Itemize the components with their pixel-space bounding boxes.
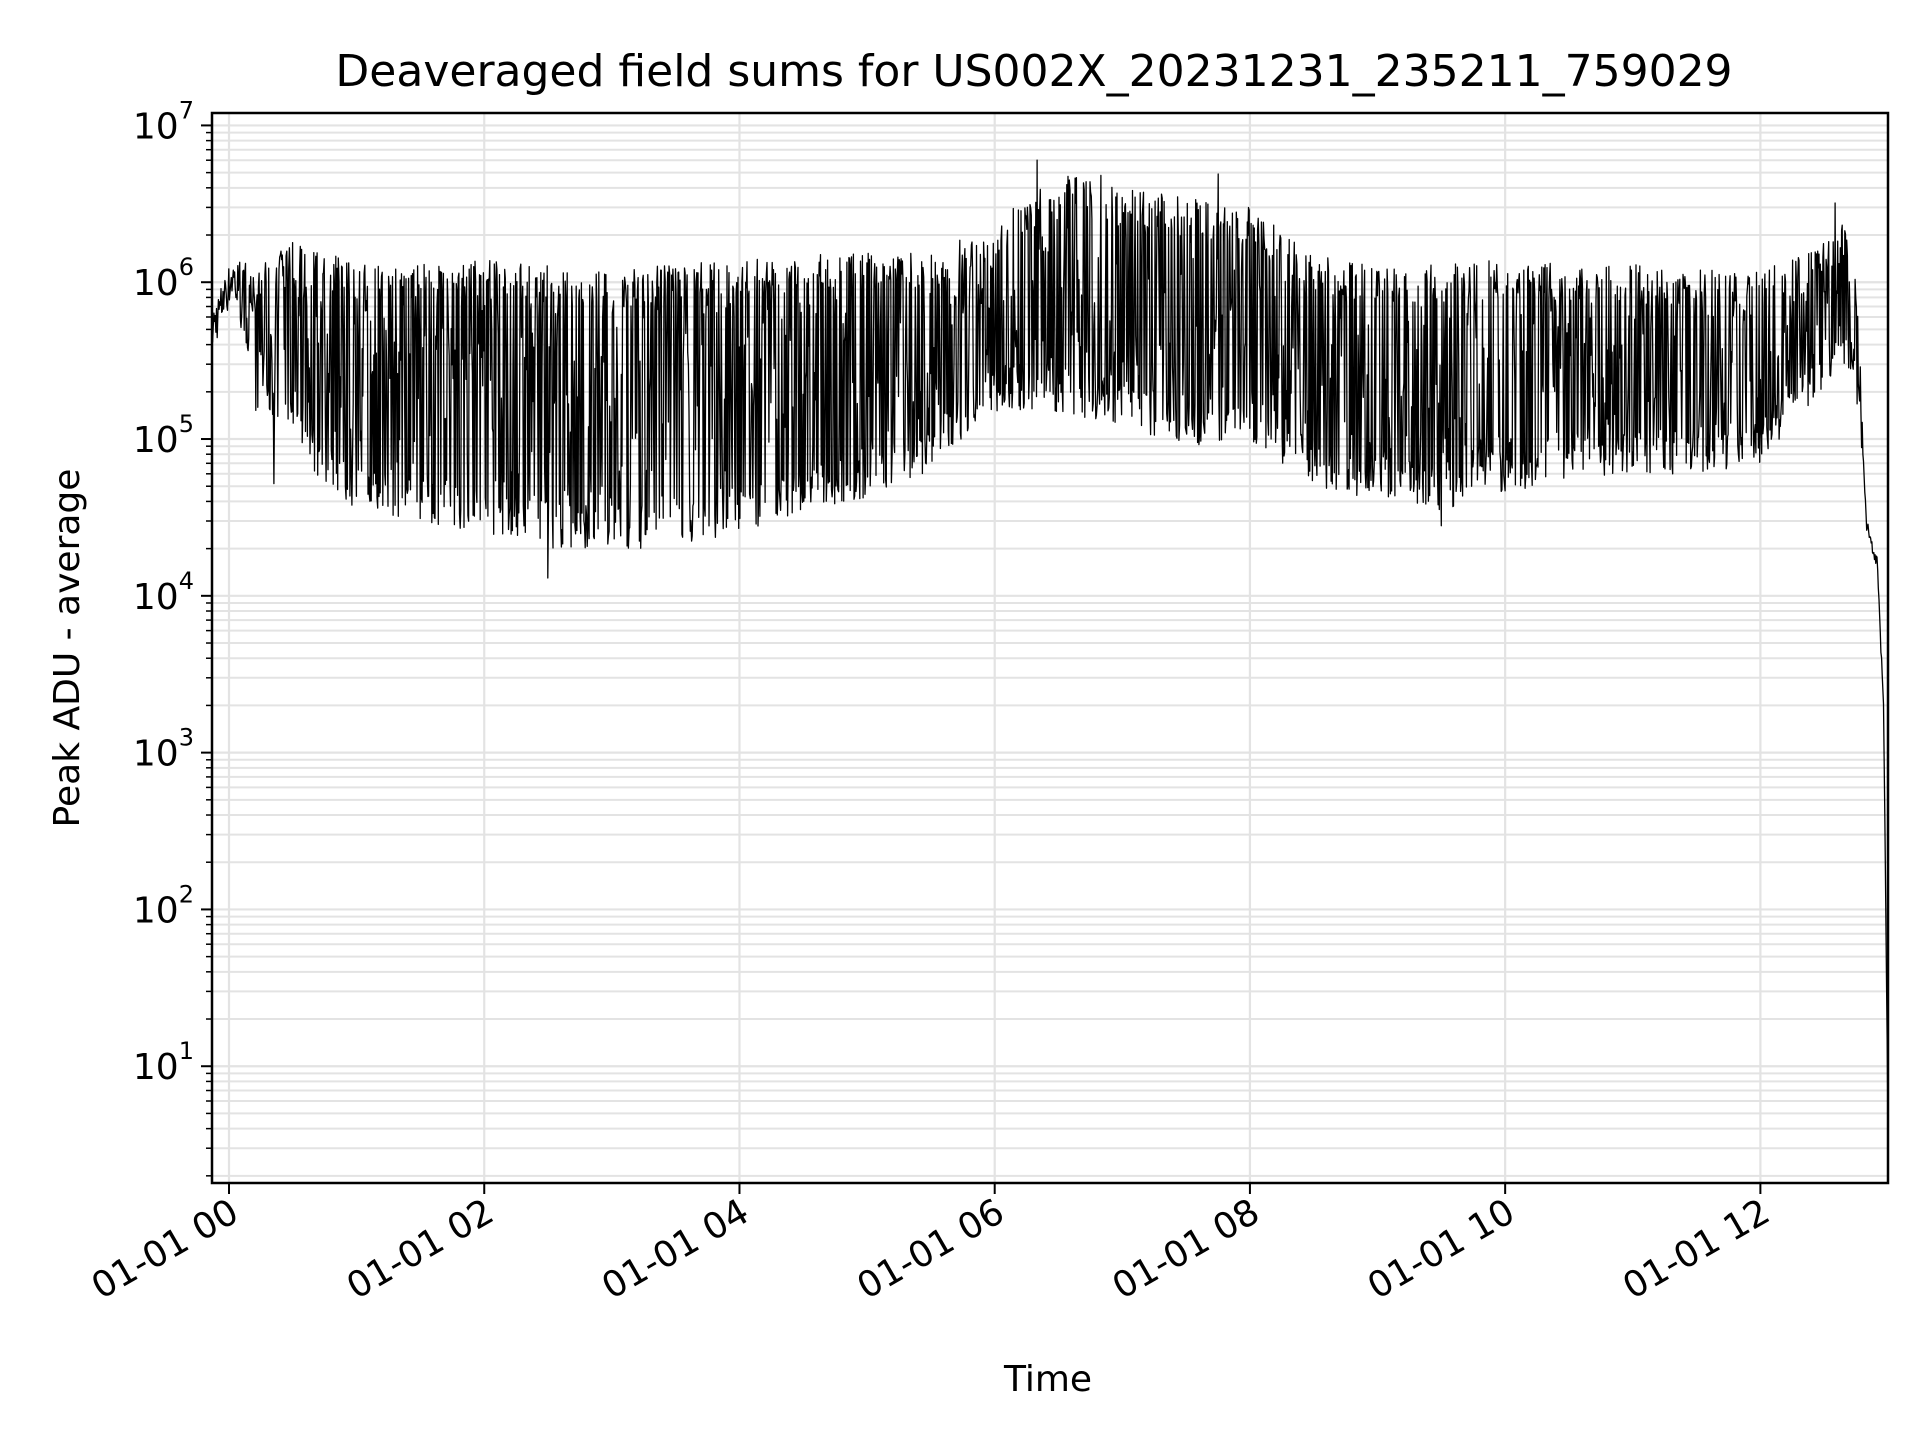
y-tick-label: 101	[133, 1037, 194, 1088]
y-tick-label: 105	[133, 410, 194, 461]
plot-area-frame	[210, 111, 1890, 1185]
series-line	[211, 159, 1889, 1131]
y-tick-label: 103	[133, 724, 194, 775]
x-axis-label: Time	[1003, 1359, 1092, 1400]
chart-title: Deaveraged field sums for US002X_2023123…	[335, 46, 1732, 97]
y-axis-label: Peak ADU - average	[47, 469, 88, 828]
y-tick-label: 106	[133, 253, 194, 304]
y-axis-ticks: 101 102 103 104 105 106 107	[133, 96, 212, 1177]
y-tick-label: 104	[133, 567, 194, 618]
y-tick-label: 107	[133, 96, 194, 147]
y-tick-label: 102	[133, 880, 194, 931]
series-layer	[211, 159, 1889, 1131]
